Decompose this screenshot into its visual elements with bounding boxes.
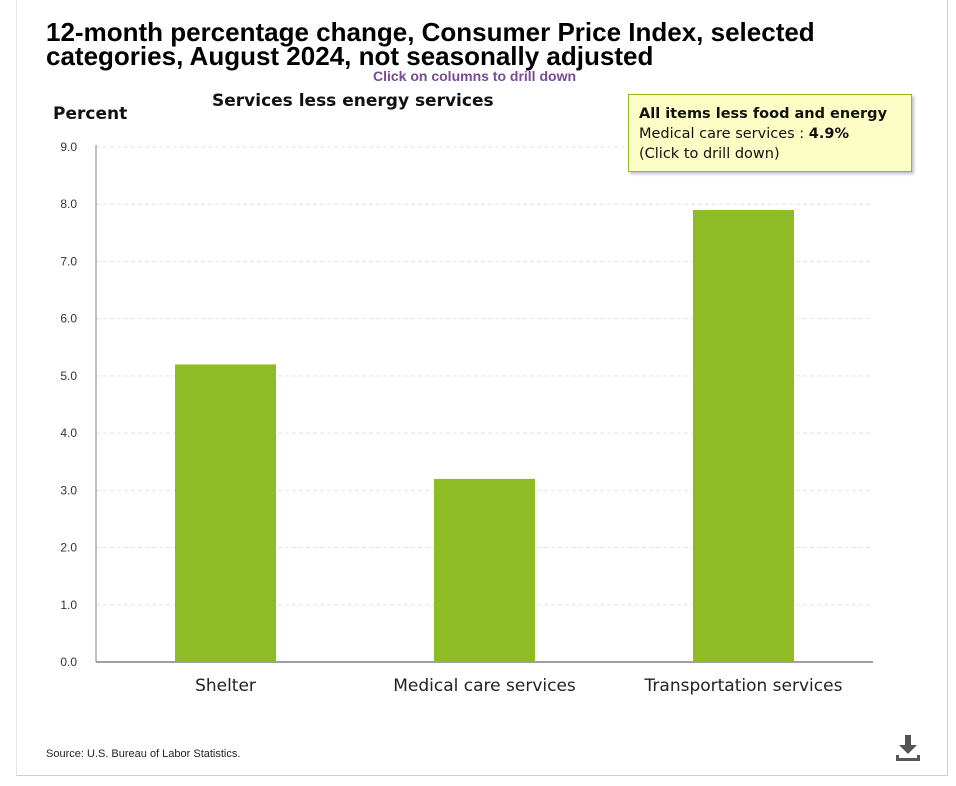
tooltip-value-line: Medical care services : 4.9% [639,124,901,144]
chart-frame [16,0,948,776]
y-tick-label: 6.0 [60,312,77,326]
tooltip-separator: : [794,126,809,142]
source-note: Source: U.S. Bureau of Labor Statistics. [46,748,241,760]
y-tick-label: 3.0 [60,483,77,497]
bar-medical-care-services[interactable] [434,478,535,662]
x-tick-label: Shelter [195,676,256,696]
y-tick-label: 9.0 [60,140,77,154]
bar-shelter[interactable] [175,364,276,662]
y-tick-label: 0.0 [60,655,77,669]
x-tick-label: Transportation services [644,676,843,696]
y-axis-label: Percent [53,104,128,124]
drill-down-hint[interactable]: Click on columns to drill down [373,68,577,84]
y-tick-label: 4.0 [60,426,77,440]
tooltip-hint: (Click to drill down) [639,146,780,162]
y-tick-label: 1.0 [60,598,77,612]
tooltip: All items less food and energy Medical c… [628,94,912,172]
x-tick-label: Medical care services [393,676,576,696]
y-tick-label: 2.0 [60,541,77,555]
download-button[interactable] [893,733,923,763]
y-tick-label: 5.0 [60,369,77,383]
y-tick-label: 7.0 [60,254,77,268]
bar-transportation-services[interactable] [693,209,794,662]
download-icon [896,735,920,761]
chart-subtitle: Services less energy services [212,91,494,111]
tooltip-title: All items less food and energy [639,106,888,122]
y-tick-label: 8.0 [60,197,77,211]
tooltip-value: 4.9% [808,126,850,142]
chart-title: 12-month percentage change, Consumer Pri… [46,17,815,71]
tooltip-series-label: Medical care services [639,126,795,142]
